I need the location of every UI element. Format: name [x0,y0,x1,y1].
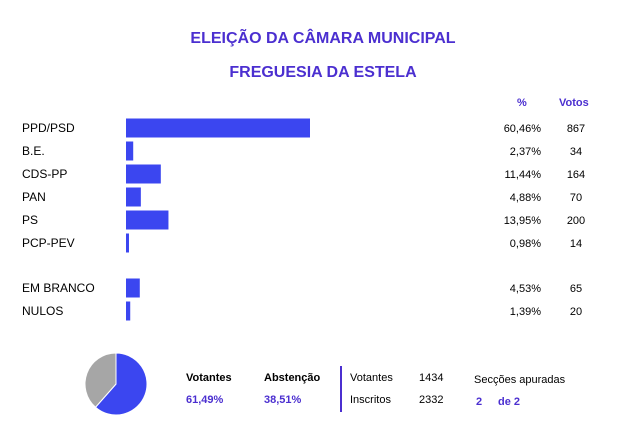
chart-subtitle: FREGUESIA DA ESTELA [229,64,417,81]
pct-ppd-psd: 60,46% [504,123,542,135]
votes-nulos: 20 [570,306,582,318]
pct-pan: 4,88% [510,192,541,204]
pct-em-branco: 4,53% [510,283,541,295]
votes-column-header: Votos [559,97,589,109]
row-label-pan: PAN [22,190,46,204]
pct-pcp-pev: 0,98% [510,238,541,250]
bar-pcp-pev [126,233,129,253]
votes-b-e: 34 [570,146,582,158]
row-label-pcp-pev: PCP-PEV [22,236,75,250]
seccoes-done: 2 [476,396,483,408]
pct-cds-pp: 11,44% [505,169,542,181]
row-label-nulos: NULOS [22,304,63,318]
bar-ps [126,210,169,230]
row-label-em-branco: EM BRANCO [22,281,95,295]
row-label-ps: PS [22,213,38,227]
bar-em-branco [126,278,140,298]
row-label-ppd-psd: PPD/PSD [22,121,75,135]
seccoes-label: Secções apuradas [474,374,566,386]
votes-pan: 70 [570,192,582,204]
abstencao-label: Abstenção [264,372,321,384]
bar-pan [126,187,141,207]
pct-ps: 13,95% [504,215,542,227]
seccoes-total: de 2 [498,396,521,408]
bar-nulos [126,301,131,321]
pct-b-e: 2,37% [510,146,541,158]
votantes-count-label: Votantes [350,372,393,384]
chart-title: ELEIÇÃO DA CÂMARA MUNICIPAL [190,30,456,47]
votes-em-branco: 65 [570,283,582,295]
votes-ppd-psd: 867 [567,123,585,135]
pie-slice-absten-o [84,352,117,408]
bar-ppd-psd [126,118,310,138]
abstencao-pct: 38,51% [264,394,302,406]
inscritos-label: Inscritos [350,394,391,406]
inscritos-count: 2332 [419,394,444,406]
row-label-cds-pp: CDS-PP [22,167,67,181]
votes-cds-pp: 164 [567,169,585,181]
bar-cds-pp [126,164,161,184]
row-label-b-e: B.E. [22,144,45,158]
bar-b-e [126,141,134,161]
pie-slice-votantes [94,352,148,416]
stats-divider [340,366,342,412]
votantes-label: Votantes [186,372,232,384]
votantes-pct: 61,49% [186,394,224,406]
votantes-count: 1434 [419,372,444,384]
pct-column-header: % [517,97,527,109]
pct-nulos: 1,39% [510,306,541,318]
votes-pcp-pev: 14 [570,238,582,250]
votes-ps: 200 [567,215,585,227]
